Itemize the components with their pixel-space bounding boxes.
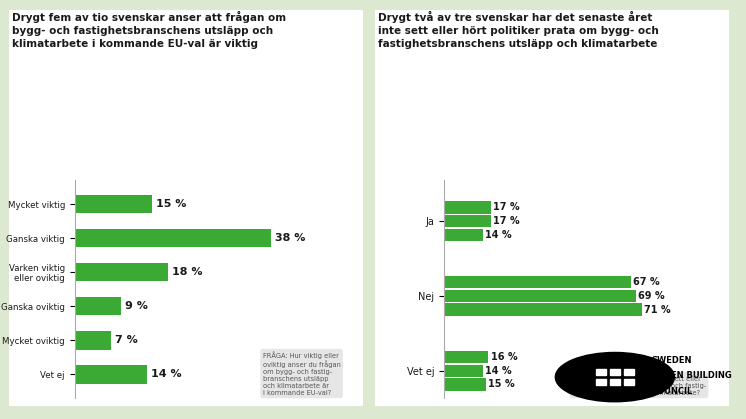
Text: GREEN BUILDING: GREEN BUILDING xyxy=(652,371,732,380)
Text: Drygt fem av tio svenskar anser att frågan om
bygg- och fastighetsbranschens uts: Drygt fem av tio svenskar anser att fråg… xyxy=(12,10,286,49)
Bar xyxy=(624,369,634,375)
Text: 14 %: 14 % xyxy=(485,366,512,376)
Text: 17 %: 17 % xyxy=(494,216,520,226)
Bar xyxy=(75,229,271,247)
Circle shape xyxy=(555,352,674,402)
Text: 9 %: 9 % xyxy=(125,301,148,311)
Bar xyxy=(444,215,492,227)
Bar xyxy=(444,351,489,363)
Text: FRÅGA: Hur viktig eller
oviktig anser du frågan
om bygg- och fastig-
branschens : FRÅGA: Hur viktig eller oviktig anser du… xyxy=(263,351,340,396)
Text: COUNCIL: COUNCIL xyxy=(652,387,693,396)
Bar xyxy=(75,365,147,383)
Text: 38 %: 38 % xyxy=(275,233,305,243)
Bar xyxy=(75,331,110,349)
Text: 71 %: 71 % xyxy=(644,305,671,315)
Bar xyxy=(624,380,634,385)
Bar xyxy=(610,369,620,375)
Text: 69 %: 69 % xyxy=(639,291,665,301)
Bar xyxy=(444,201,492,214)
Bar xyxy=(444,276,630,288)
Bar xyxy=(596,380,606,385)
Bar xyxy=(596,369,606,375)
Bar xyxy=(444,303,642,316)
Bar xyxy=(610,380,620,385)
Bar xyxy=(444,378,486,391)
Text: 18 %: 18 % xyxy=(172,267,202,277)
Text: 16 %: 16 % xyxy=(491,352,517,362)
Bar xyxy=(75,263,168,282)
Text: 67 %: 67 % xyxy=(633,277,659,287)
Text: 15 %: 15 % xyxy=(488,380,515,389)
Bar xyxy=(444,228,483,241)
Text: SWEDEN: SWEDEN xyxy=(652,356,692,365)
Text: 15 %: 15 % xyxy=(156,199,186,209)
Text: 14 %: 14 % xyxy=(485,230,512,240)
Bar xyxy=(444,290,636,302)
Text: 17 %: 17 % xyxy=(494,202,520,212)
Bar xyxy=(75,195,152,213)
Text: 7 %: 7 % xyxy=(115,335,137,345)
Text: Drygt två av tre svenskar har det senaste året
inte sett eller hört politiker pr: Drygt två av tre svenskar har det senast… xyxy=(378,10,659,49)
Bar xyxy=(75,297,121,316)
Bar xyxy=(444,365,483,377)
Text: 14 %: 14 % xyxy=(151,369,182,379)
Text: FRÅGA: Har du, senaste året, sett eller
hört politiker prata om bygg- och fastig: FRÅGA: Har du, senaste året, sett eller … xyxy=(571,374,706,396)
